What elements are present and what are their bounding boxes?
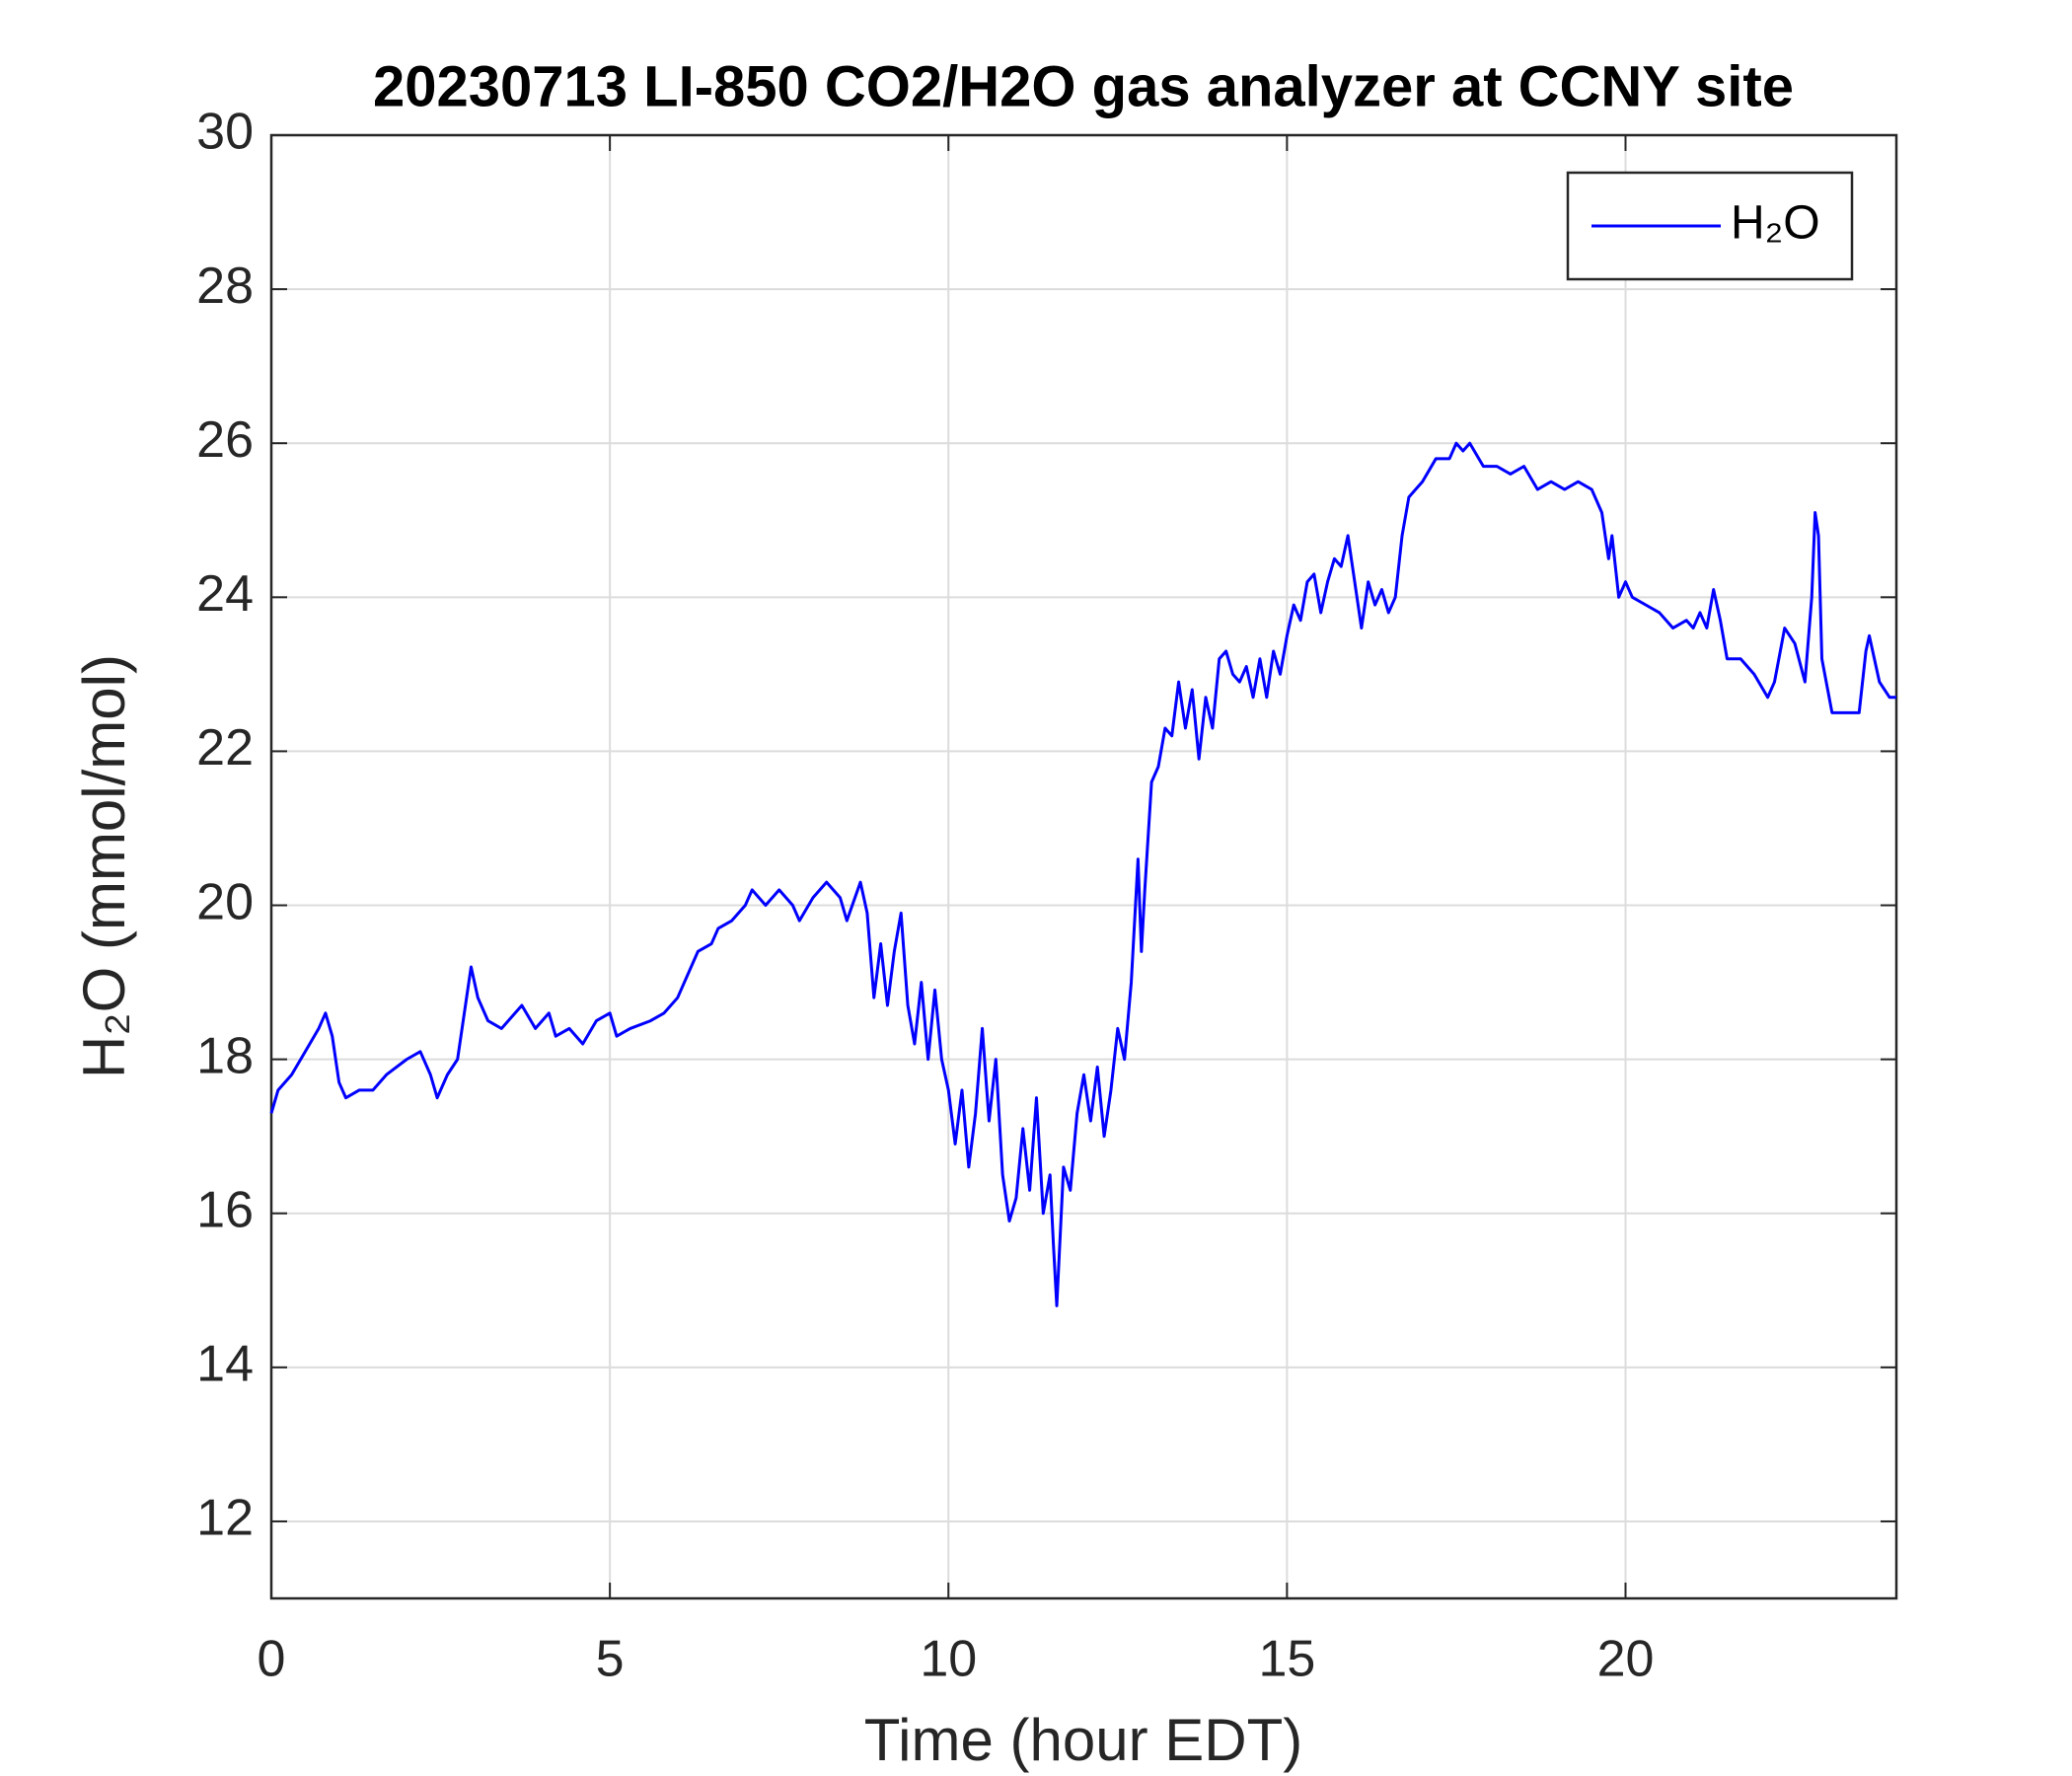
plot-frame xyxy=(269,133,1898,1600)
x-tick-label: 10 xyxy=(920,1631,977,1688)
y-axis-label: H₂O (mmol/mol) xyxy=(71,654,137,1078)
chart-title: 20230713 LI-850 CO2/H2O gas analyzer at … xyxy=(373,54,1794,118)
y-tick-label: 16 xyxy=(196,1181,254,1238)
legend-label: H₂O xyxy=(1731,197,1820,250)
y-tick-label: 20 xyxy=(196,873,254,930)
y-tick-label: 24 xyxy=(196,565,254,623)
data-line xyxy=(269,441,1896,1307)
y-tick-label: 22 xyxy=(196,719,254,777)
x-tick-label: 5 xyxy=(596,1631,625,1688)
y-tick-label: 26 xyxy=(196,411,254,469)
y-tick-label: 18 xyxy=(196,1027,254,1084)
x-tick-label: 0 xyxy=(258,1631,286,1688)
y-tick-label: 28 xyxy=(196,258,254,315)
y-tick-label: 14 xyxy=(196,1336,254,1393)
x-tick-label: 20 xyxy=(1597,1631,1655,1688)
y-tick-label: 30 xyxy=(196,104,254,161)
x-axis-label: Time (hour EDT) xyxy=(864,1707,1303,1773)
y-tick-label: 12 xyxy=(196,1490,254,1547)
x-tick-label: 15 xyxy=(1258,1631,1315,1688)
